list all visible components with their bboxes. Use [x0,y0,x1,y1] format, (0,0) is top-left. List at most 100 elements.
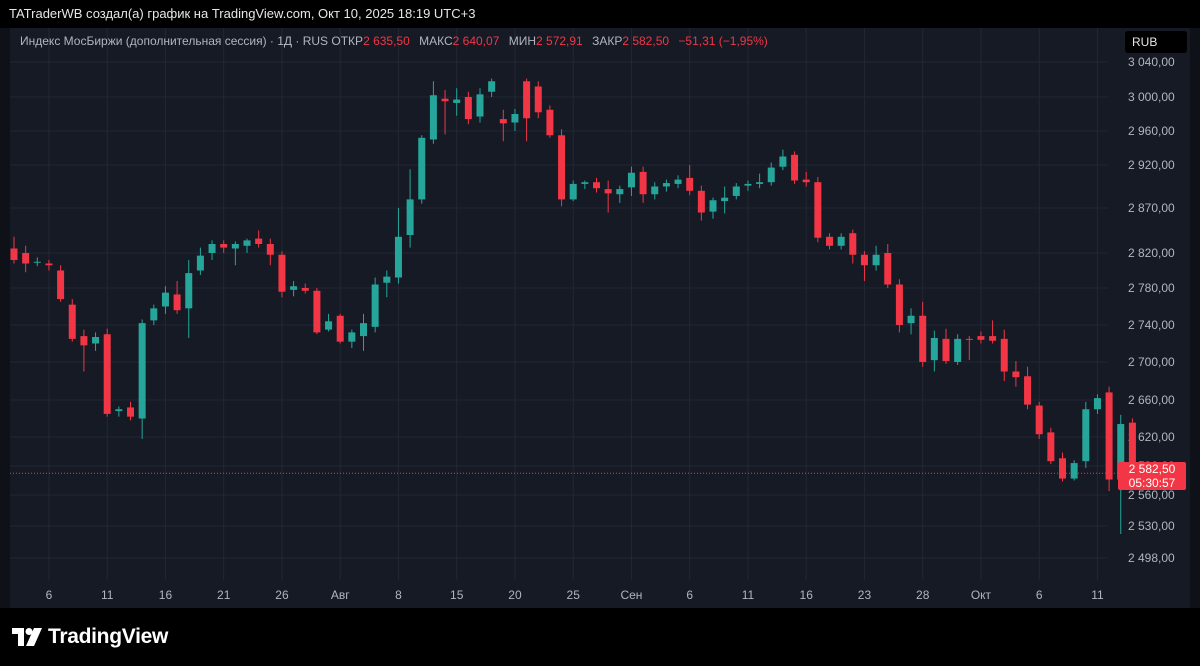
tradingview-logo[interactable]: TradingView [12,625,168,649]
candle-body-down [464,97,472,120]
x-tick-label: 6 [46,588,53,602]
candle-body-up [1082,409,1090,462]
candle-body-down [127,407,134,417]
candle-body-down [919,315,927,362]
y-tick-label: 2 960,00 [1128,124,1175,138]
candle-body-down [814,182,822,238]
candlestick-chart[interactable]: 3 040,00 3 000,00 2 960,00 2 920,00 2 870,00… [0,0,1200,608]
candle-body-down [1059,458,1066,479]
candle-body-up [138,323,146,419]
y-tick-label: 2 660,00 [1128,393,1175,407]
candle-body-down [639,171,647,195]
candle-body-up [150,308,158,321]
candle-body-down [884,253,892,285]
candle-body-up [476,94,484,117]
y-tick-label: 3 040,00 [1128,55,1175,69]
candle-body-down [802,179,810,183]
candle-body-up [488,81,496,92]
footer-brand: TradingView [48,625,169,648]
candle-body-down [45,263,53,266]
x-tick-label: 16 [800,588,814,602]
candle-body-down [604,189,612,194]
candle-body-up [569,183,577,200]
candle-body-up [394,236,402,278]
candle-body-up [208,244,216,253]
tradingview-logo-icon [12,628,42,646]
candle-body-up [837,236,845,246]
candle-body-up [721,197,729,202]
y-tick-label: 3 000,00 [1128,90,1175,104]
x-tick-label: 6 [686,588,693,602]
candle-body-up [161,292,169,307]
x-tick-label: Окт [971,588,992,602]
candle-body-down [849,233,857,255]
candle-body-up [511,114,519,123]
y-tick-label: 2 620,00 [1128,430,1175,444]
candle-body-up [954,338,962,362]
candle-body-down [68,304,76,339]
candle-body-up [907,315,915,324]
candle-body-down [173,294,181,311]
candle-body-up [360,323,367,337]
candle-body-up [709,200,717,212]
y-tick-label: 2 560,00 [1128,488,1175,502]
currency-button[interactable]: RUB [1125,31,1187,53]
candle-body-up [348,332,356,342]
candle-body-down [558,135,566,200]
candle-body-up [33,261,41,263]
candle-body-up [779,156,787,167]
candle-body-up [662,183,670,187]
candle-body-down [860,254,868,266]
footer: TradingView [0,608,1200,666]
candle-body-down [826,236,833,246]
candle-body-up [767,167,775,183]
candle-body-up [290,286,298,290]
candle-body-down [593,182,600,189]
candle-body-down [989,336,997,341]
candle-body-up [1070,463,1078,479]
candle-body-up [383,276,391,283]
candle-body-down [57,270,65,300]
x-tick-label: 25 [567,588,581,602]
last-price-tag: 2 582,50 05:30:57 [1118,462,1186,491]
candle-body-down [22,253,30,264]
candle-body-down [1035,405,1043,435]
legend-high-value: 2 640,07 [452,34,500,48]
candle-body-up [196,255,204,271]
last-price-value: 2 582,50 [1128,462,1176,477]
candle-body-down [278,254,286,292]
candle-body-down [80,336,88,346]
candle-body-up [651,186,659,195]
x-tick-label: 11 [1091,588,1104,602]
candle-body-up [185,273,193,309]
y-tick-label: 2 780,00 [1128,281,1175,295]
x-tick-label: 16 [159,588,173,602]
attribution-header: TATraderWB создал(а) график на TradingVi… [0,0,1200,28]
x-tick-label: Авг [331,588,350,602]
candle-body-up [1117,424,1125,480]
candle-body-down [546,109,554,136]
candle-body-down [965,338,973,340]
x-tick-label: 15 [450,588,464,602]
candle-body-up [756,182,764,184]
x-tick-label: 28 [916,588,930,602]
attribution-text: TATraderWB создал(а) график на TradingVi… [9,6,476,21]
candle-body-up [371,284,379,327]
x-tick-label: Сен [620,588,642,602]
x-tick-label: 26 [275,588,289,602]
candle-body-up [418,137,426,200]
x-tick-label: 21 [217,588,231,602]
y-tick-label: 2 700,00 [1128,355,1175,369]
chart-panel[interactable] [10,28,1190,608]
legend-high-label: МАКС [419,34,453,48]
candle-body-up [243,240,251,246]
y-tick-label: 2 920,00 [1128,158,1175,172]
legend-close-value: 2 582,50 [622,34,670,48]
candle-body-down [534,86,542,113]
legend-symbol: Индекс МосБиржи (дополнительная сессия) … [20,34,329,48]
legend-low-value: 2 572,91 [536,34,583,48]
x-tick-label: 20 [508,588,522,602]
candle-body-down [1012,371,1020,378]
y-tick-label: 2 820,00 [1128,246,1175,260]
candle-body-down [10,248,18,260]
